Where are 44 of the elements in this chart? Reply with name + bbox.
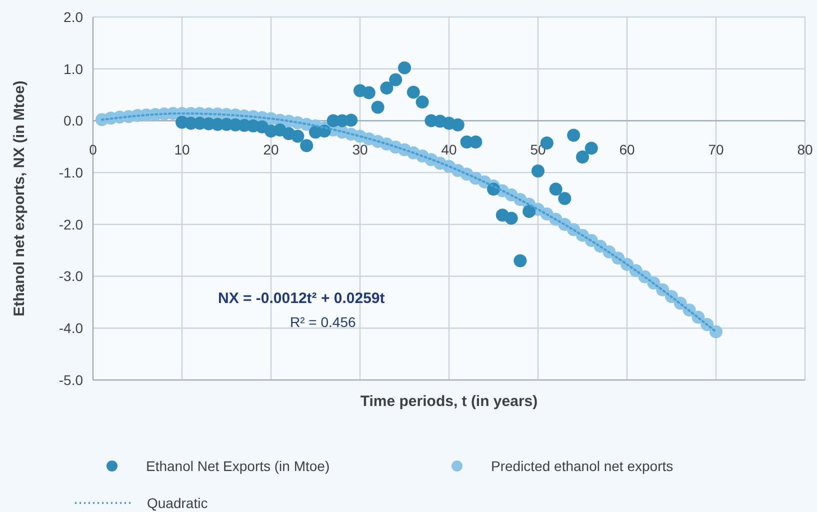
y-tick-label: -5.0 <box>58 372 84 388</box>
point <box>532 164 544 178</box>
point <box>406 86 420 99</box>
y-tick-label: 1.0 <box>64 60 84 77</box>
y-tick-label: 2.0 <box>64 8 84 25</box>
x-tick-label: 80 <box>797 142 813 158</box>
y-tick-label: -1.0 <box>58 164 84 180</box>
legend-label: Ethanol Net Exports (in Mtoe) <box>146 458 330 474</box>
y-tick-label: -4.0 <box>58 320 84 336</box>
point <box>584 142 598 155</box>
point <box>371 100 384 114</box>
x-tick-label: 0 <box>89 142 98 158</box>
point <box>558 192 572 205</box>
legend-label: Predicted ethanol net exports <box>491 458 674 474</box>
x-tick-label: 10 <box>174 142 190 158</box>
x-tick-label: 20 <box>263 142 279 158</box>
point <box>416 96 429 109</box>
point <box>291 130 304 143</box>
point <box>549 182 562 196</box>
y-axis-title: Ethanol net exports, NX (in Mtoe) <box>11 80 28 316</box>
point <box>389 73 402 86</box>
point <box>398 61 411 74</box>
y-tick-label: 0.0 <box>64 112 84 129</box>
point <box>567 128 580 142</box>
y-tick-label: -2.0 <box>58 216 84 232</box>
point <box>451 118 464 132</box>
x-tick-label: 60 <box>619 142 635 158</box>
point <box>504 212 518 225</box>
point <box>380 82 394 95</box>
x-tick-label: 30 <box>352 142 368 158</box>
annotation: NX = -0.0012t² + 0.0259t <box>218 290 385 307</box>
x-tick-label: 70 <box>708 142 724 158</box>
point <box>576 150 589 164</box>
legend-label: Quadratic <box>147 494 208 511</box>
point <box>522 204 536 218</box>
point <box>469 135 482 148</box>
x-axis-title: Time periods, t (in years) <box>360 393 538 410</box>
point <box>344 114 358 127</box>
point <box>362 86 376 100</box>
annotation: R² = 0.456 <box>290 314 356 330</box>
x-tick-label: 40 <box>441 142 457 158</box>
y-tick-label: -3.0 <box>58 268 84 284</box>
point <box>300 139 314 152</box>
point <box>514 254 527 268</box>
